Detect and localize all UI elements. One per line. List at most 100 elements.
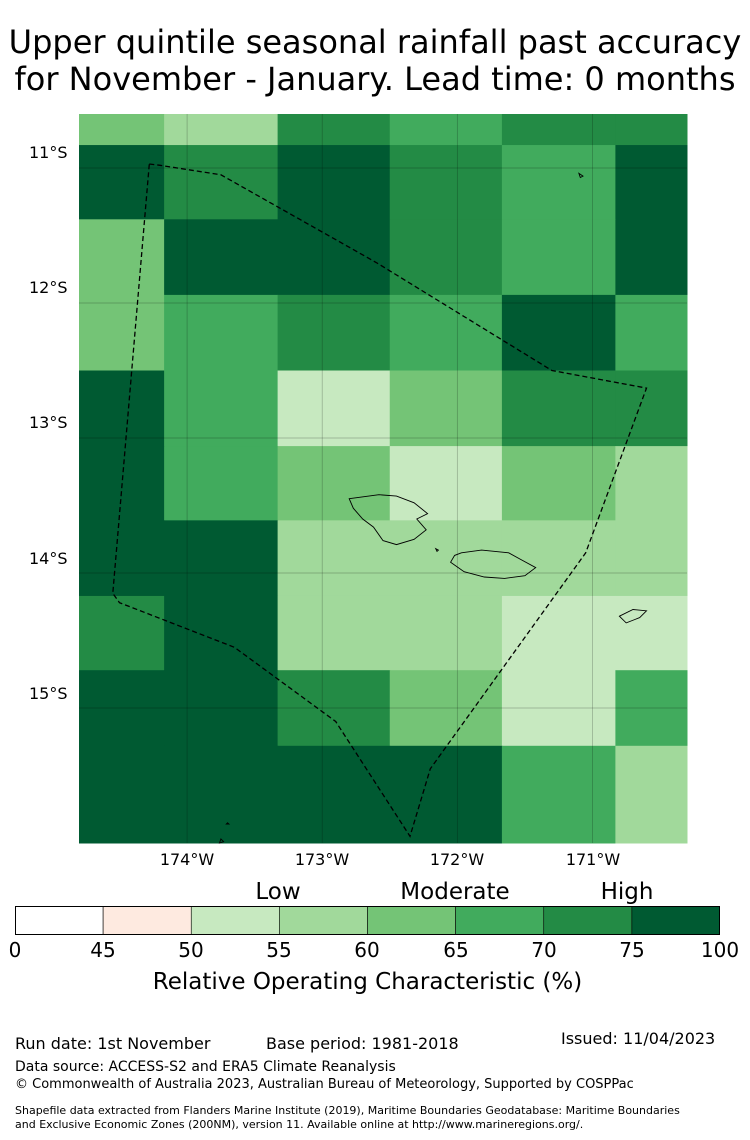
grid-cell: [164, 370, 279, 447]
grid-cell: [164, 595, 279, 671]
colorbar-segment: [102, 906, 192, 935]
colorbar-frame: [15, 906, 720, 935]
grid-cell: [277, 219, 391, 296]
lon-tick-label: 172°W: [429, 850, 485, 869]
grid-cell: [79, 219, 165, 296]
lon-tick-label: 171°W: [565, 850, 621, 869]
issued-date: Issued: 11/04/2023: [561, 1029, 716, 1048]
colorbar-tick-label: 45: [90, 938, 116, 962]
category-label-high: High: [600, 879, 654, 905]
grid-cell: [389, 595, 503, 671]
grid-cell: [277, 670, 391, 747]
grid-cell: [277, 114, 391, 146]
grid-cell: [389, 745, 503, 844]
grid-cell: [615, 670, 688, 747]
grid-cell: [615, 446, 688, 521]
islands: [218, 172, 648, 844]
grid-cell: [501, 520, 616, 597]
colorbar-tick-label: 75: [619, 938, 645, 962]
grid-cell: [389, 145, 503, 220]
lat-tick-label: 13°S: [29, 413, 68, 432]
grid-cell: [389, 670, 503, 747]
lon-tick-label: 173°W: [294, 850, 350, 869]
island-outline: [225, 822, 231, 825]
title-line-1: Upper quintile seasonal rainfall past ac…: [8, 23, 742, 61]
grid-cell: [79, 294, 165, 371]
grid-cell: [164, 114, 279, 146]
copyright: © Commonwealth of Australia 2023, Austra…: [15, 1077, 634, 1092]
grid-cell: [277, 520, 391, 597]
grid-cell: [389, 446, 503, 521]
grid-cell: [164, 670, 279, 747]
grid-cell: [389, 114, 503, 146]
grid-cell: [79, 145, 165, 220]
grid-cell: [389, 219, 503, 296]
lat-tick-label: 11°S: [29, 143, 68, 162]
forecast-grid-cells: [79, 114, 688, 844]
base-period: Base period: 1981-2018: [266, 1034, 459, 1053]
category-label-low: Low: [255, 879, 301, 905]
grid-cell: [277, 370, 391, 447]
lat-tick-label: 14°S: [29, 549, 68, 568]
grid-cell: [389, 294, 503, 371]
category-label-moderate: Moderate: [400, 879, 510, 905]
lat-tick-label: 15°S: [29, 684, 68, 703]
colorbar-tick-label: 65: [443, 938, 469, 962]
shapefile-credit-line-1: Shapefile data extracted from Flanders M…: [15, 1104, 680, 1117]
island-outline: [434, 547, 440, 553]
colorbar-segment: [15, 906, 104, 935]
map-plot: [79, 114, 688, 844]
island-outline: [578, 172, 584, 179]
grid-cell: [615, 114, 688, 146]
grid-cell: [501, 595, 616, 671]
grid-cell: [79, 745, 165, 844]
grid-cell: [277, 745, 391, 844]
colorbar-segment: [455, 906, 545, 935]
grid-cell: [79, 595, 165, 671]
grid-cell: [164, 219, 279, 296]
grid-cell: [501, 446, 616, 521]
grid-cell: [389, 370, 503, 447]
grid-cell: [164, 145, 279, 220]
grid-cell: [501, 219, 616, 296]
grid-cell: [164, 520, 279, 597]
grid-cell: [615, 520, 688, 597]
title-line-2: for November - January. Lead time: 0 mon…: [14, 60, 736, 98]
grid-cell: [389, 520, 503, 597]
colorbar: [15, 906, 720, 935]
island-outline: [618, 609, 648, 624]
colorbar-tick-label: 60: [354, 938, 380, 962]
island-outline: [450, 549, 537, 579]
shapefile-credit-line-2: and Exclusive Economic Zones (200NM), ve…: [15, 1118, 584, 1131]
grid-cell: [277, 446, 391, 521]
grid-cell: [79, 114, 165, 146]
grid-cell: [615, 294, 688, 371]
grid-cell: [615, 145, 688, 220]
colorbar-segment: [631, 906, 720, 935]
grid-cell: [501, 670, 616, 747]
grid-cell: [79, 370, 165, 447]
lat-tick-label: 12°S: [29, 278, 68, 297]
grid-cell: [501, 745, 616, 844]
colorbar-segment: [367, 906, 456, 935]
colorbar-title: Relative Operating Characteristic (%): [152, 969, 583, 995]
island-outline: [218, 838, 225, 844]
grid-cell: [501, 114, 616, 146]
grid-cell: [79, 520, 165, 597]
grid-cell: [164, 745, 279, 844]
run-date: Run date: 1st November: [15, 1034, 211, 1053]
data-source: Data source: ACCESS-S2 and ERA5 Climate …: [15, 1059, 396, 1075]
colorbar-segment: [190, 906, 280, 935]
grid-cell: [79, 670, 165, 747]
grid-cell: [615, 219, 688, 296]
grid-cell: [615, 370, 688, 447]
colorbar-segment: [543, 906, 633, 935]
island-outline: [348, 494, 429, 546]
colorbar-tick-label: 70: [531, 938, 557, 962]
grid-cell: [501, 294, 616, 371]
grid-cell: [615, 595, 688, 671]
grid-cell: [277, 294, 391, 371]
grid-cell: [501, 145, 616, 220]
grid-cell: [164, 294, 279, 371]
colorbar-tick-label: 100: [700, 938, 740, 962]
